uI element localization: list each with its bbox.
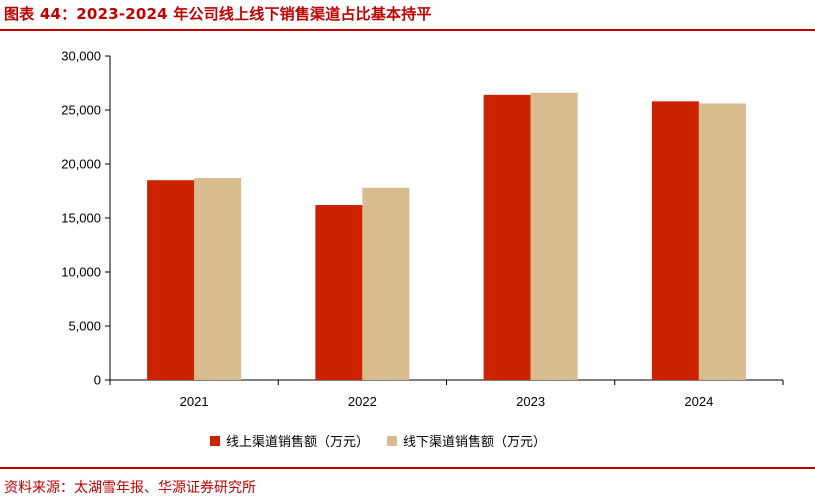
- bar-offline-2021: [194, 178, 242, 380]
- legend-label-online: 线上渠道销售额（万元）: [226, 435, 370, 450]
- legend: 线上渠道销售额（万元） 线下渠道销售额（万元）: [210, 431, 546, 450]
- source-note: 资料来源：太湖雪年报、华源证券研究所: [4, 480, 256, 496]
- bar-offline-2023: [530, 92, 578, 380]
- y-tick-label: 5,000: [68, 319, 101, 334]
- y-tick-label: 0: [94, 373, 101, 388]
- bar-online-2024: [651, 101, 699, 381]
- bars: [147, 92, 746, 381]
- y-tick-label: 30,000: [61, 49, 101, 64]
- bar-offline-2022: [362, 187, 410, 380]
- x-tick-label: 2022: [348, 394, 377, 409]
- y-tick-label: 20,000: [61, 157, 101, 172]
- legend-swatch-online: [210, 435, 220, 446]
- y-tick-label: 15,000: [61, 211, 101, 226]
- bar-online-2022: [315, 205, 363, 380]
- bar-online-2023: [483, 94, 531, 380]
- y-tick-label: 10,000: [61, 265, 101, 280]
- x-tick-label: 2024: [684, 394, 713, 409]
- footer-divider: [0, 467, 815, 469]
- legend-label-offline: 线下渠道销售额（万元）: [403, 435, 547, 450]
- bar-offline-2024: [698, 103, 746, 381]
- y-axis: 0 5,000 10,000 15,000 20,000 25,000 30,000: [61, 49, 111, 388]
- title-divider: [0, 29, 815, 31]
- x-tick-label: 2021: [180, 394, 209, 409]
- legend-item-online: 线上渠道销售额（万元）: [210, 431, 369, 450]
- bar-chart: 0 5,000 10,000 15,000 20,000 25,000 30,000 202…: [61, 49, 784, 409]
- page-title: 图表 44：2023-2024 年公司线上线下销售渠道占比基本持平: [4, 5, 432, 23]
- y-tick-label: 25,000: [61, 103, 101, 118]
- x-tick-label: 2023: [516, 394, 545, 409]
- legend-item-offline: 线下渠道销售额（万元）: [387, 431, 546, 450]
- legend-swatch-offline: [387, 435, 398, 446]
- x-axis: 2021 2022 2023 2024: [109, 379, 784, 409]
- bar-online-2021: [147, 180, 195, 380]
